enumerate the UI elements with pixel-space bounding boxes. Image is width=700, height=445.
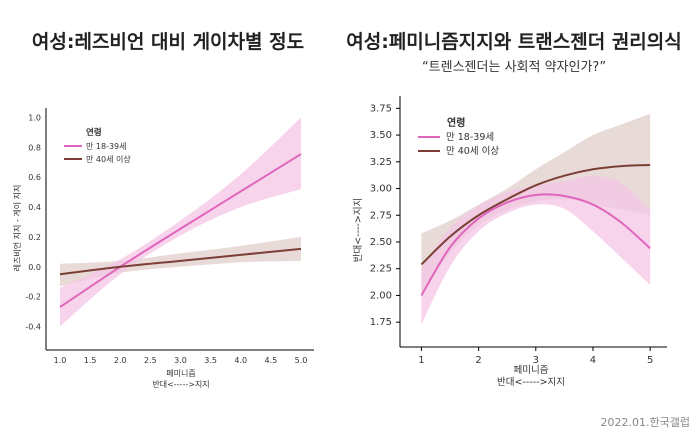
c2-ytick-label: 3.75 [370,103,392,114]
source-label: 2022.01.한국갤럽 [601,415,690,429]
chart2-legend-title: 연령 [447,116,465,129]
c1-xtick-label: 3.0 [174,356,187,365]
c2-xtick-label: 3 [533,355,539,366]
c1-ytick-label: -0.2 [25,293,41,302]
c2-band-young [421,175,651,325]
chart2-legend-old: 만 40세 이상 [446,146,499,157]
chart2-ylabel: 반대<---->지지 [353,198,364,263]
c1-ytick-label: 1.0 [28,113,41,122]
c2-ytick-label: 2.00 [370,290,392,301]
chart2-legend-young: 만 18-39세 [446,132,494,143]
c1-ytick-label: 0.2 [28,233,41,242]
c2-ytick-label: 3.25 [370,157,392,168]
c1-xtick-label: 5.0 [295,356,308,365]
chart1-xlabel-2: 반대<----->지지 [152,380,209,389]
c1-xtick-label: 2.0 [114,356,127,365]
c1-line-old [59,247,302,276]
c2-ytick-label: 2.75 [370,210,392,221]
c2-line-young [420,193,651,296]
c2-ytick-label: 3.50 [370,130,392,141]
c1-xtick-label: 4.5 [265,356,278,365]
c1-ytick-label: -0.4 [25,323,41,332]
chart2-subtitle: “트렌스젠더는 사회적 약자인가?” [422,60,606,75]
c2-band-old [421,113,651,296]
chart1-xlabel: 페미니즘 [166,368,195,378]
c1-xtick-label: 3.5 [204,356,217,365]
c1-ytick-label: 0.4 [28,203,41,212]
c2-xtick-label: 1 [418,355,424,366]
c1-xtick-label: 4.0 [234,356,247,365]
c1-xtick-label: 1.0 [54,356,67,365]
c2-xtick-label: 4 [590,355,596,366]
chart1: 1.0 1.5 2.0 2.5 3.0 3.5 4.0 4.5 5.0 -0.4 -0.2 0.0 0… [12,108,314,389]
chart2-xlabel: 페미니즘 [514,365,549,376]
c1-ytick-label: 0.0 [28,263,41,272]
c1-line-young [59,153,302,308]
c2-line-old [420,164,651,266]
chart1-ylabel: 레즈비언 지지 - 게이 지지 [12,185,22,272]
c2-xtick-label: 2 [475,355,481,366]
chart1-title: 여성:레즈비언 대비 게이차별 정도 [32,31,304,53]
c2-ytick-label: 3.00 [370,184,392,195]
chart1-legend-old: 만 40세 이상 [86,154,131,164]
c2-xtick-label: 5 [647,355,653,366]
c1-ytick-label: 0.8 [28,143,41,152]
c1-band-young [60,117,301,327]
c1-xtick-label: 1.5 [84,356,97,365]
c2-ytick-label: 2.25 [370,264,392,275]
chart2: 1 2 3 4 5 1.75 2.00 2.25 2.50 2.75 3.00 3.25 3.50 3.… [353,96,667,388]
chart2-xlabel-2: 반대<----->지지 [497,377,565,388]
c1-xtick-label: 2.5 [144,356,157,365]
chart1-legend-young: 만 18-39세 [86,142,127,151]
c2-ytick-label: 2.50 [370,237,392,248]
c1-ytick-label: 0.6 [28,173,41,182]
chart2-title: 여성:페미니즘지지와 트랜스젠더 권리의식 [346,31,681,53]
chart1-legend-title: 연령 [86,127,102,138]
c2-ytick-label: 1.75 [370,317,392,328]
